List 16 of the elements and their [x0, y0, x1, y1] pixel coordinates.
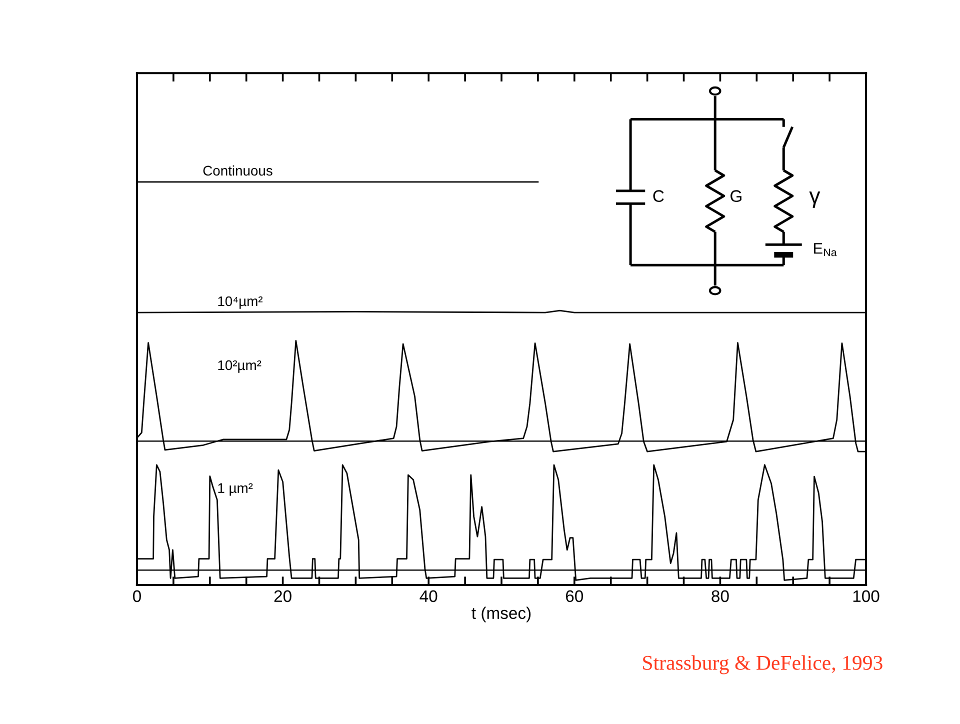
- x-tick-label: 40: [420, 590, 438, 602]
- series-label: 10⁴µm²: [218, 296, 263, 309]
- x-tick-label: 20: [274, 590, 292, 602]
- series-label: Continuous: [203, 165, 272, 176]
- x-tick-label: 0: [133, 590, 141, 602]
- x-tick-label: 80: [712, 590, 729, 602]
- annotation: C: [653, 190, 664, 202]
- text: 10²µm²: [218, 360, 262, 373]
- x-tick-label: 100: [853, 590, 880, 602]
- annotation: G: [730, 190, 742, 202]
- text: Strassburg & DeFelice, 1993: [643, 655, 882, 674]
- annotation: γ: [809, 192, 820, 208]
- annotation: E$_{Na}$: [814, 243, 837, 256]
- series-label: 1 µm²: [218, 483, 253, 496]
- x-axis-title: t (msec): [472, 606, 531, 622]
- x-tick-label: 60: [566, 590, 584, 602]
